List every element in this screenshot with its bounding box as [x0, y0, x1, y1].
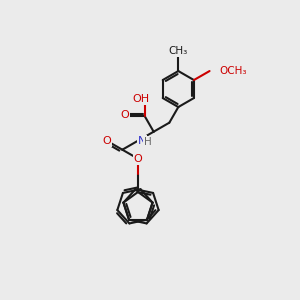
- Text: N: N: [138, 136, 146, 146]
- Text: H: H: [144, 137, 152, 147]
- Text: CH₃: CH₃: [169, 46, 188, 56]
- Text: O: O: [120, 110, 129, 120]
- Text: OCH₃: OCH₃: [220, 66, 247, 76]
- Text: O: O: [102, 136, 111, 146]
- Text: OH: OH: [132, 94, 149, 104]
- Text: O: O: [134, 154, 142, 164]
